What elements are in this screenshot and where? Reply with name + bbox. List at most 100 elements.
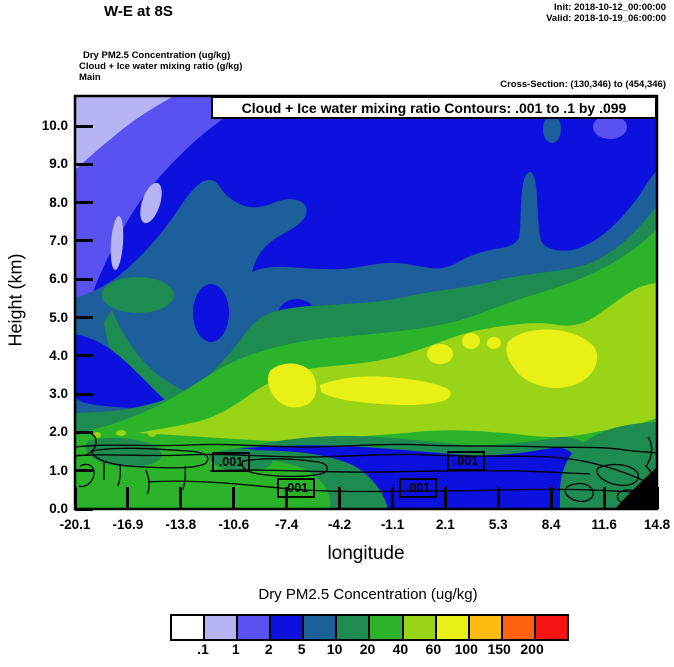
colorbar-cell [436, 616, 470, 639]
fill-seagreen-dome [102, 277, 174, 313]
colorbar-tick-label: 100 [454, 641, 478, 657]
colorbar-cell [469, 616, 503, 639]
init-time: Init: 2018-10-12_00:00:00 [554, 2, 666, 13]
y-axis-tick [75, 430, 93, 434]
contour-inset-title: Cloud + Ice water mixing ratio Contours:… [211, 96, 657, 119]
fill-yg-speck3 [148, 431, 156, 437]
x-axis-tick [338, 487, 342, 509]
colorbar-cell [238, 616, 272, 639]
colorbar-cell [172, 616, 206, 639]
y-tick-label: 8.0 [49, 194, 68, 210]
y-tick-label: 7.0 [49, 232, 68, 248]
colorbar-tick-label: 200 [520, 641, 544, 657]
y-axis-title: Height (km) [5, 253, 26, 347]
fill-yellow-dot2 [487, 337, 501, 349]
x-tick-label: 11.6 [591, 517, 617, 532]
x-axis-tick [496, 487, 500, 509]
y-axis-tick [75, 201, 93, 205]
x-axis-tick [232, 487, 236, 509]
x-tick-label: -13.8 [165, 517, 197, 532]
fill-violet-topleft [75, 96, 258, 324]
contour-label-2: .001 [277, 478, 315, 498]
x-tick-label: -4.2 [327, 517, 352, 532]
y-axis-tick [75, 277, 93, 281]
y-axis-tick [75, 124, 93, 128]
y-tick-label: 6.0 [49, 271, 68, 287]
colorbar-tick-label: 5 [297, 641, 306, 657]
x-axis-tick [73, 487, 77, 509]
y-tick-label: 10.0 [41, 118, 68, 133]
colorbar-tick-label: 150 [487, 641, 511, 657]
x-tick-label: -20.1 [59, 517, 91, 532]
colorbar-cell [502, 616, 536, 639]
fill-blue-pocket1 [193, 284, 229, 342]
y-tick-label: 9.0 [49, 156, 68, 172]
colorbar-cell [304, 616, 338, 639]
x-tick-label: 8.4 [541, 517, 561, 532]
filled-contour-field [75, 96, 657, 509]
fill-lavender-sliver2 [110, 216, 124, 270]
colorbar [170, 614, 569, 641]
x-tick-label: 2.1 [435, 517, 455, 532]
x-axis-title: longitude [327, 543, 405, 564]
cross-section-coords: Cross-Section: (130,346) to (454,346) [500, 79, 666, 90]
contour-label-1: .001 [212, 452, 250, 472]
fill-yellow-dot [462, 333, 480, 349]
y-tick-label: 3.0 [49, 386, 68, 402]
fill-lavender-sliver [140, 182, 162, 224]
y-axis-tick [75, 239, 93, 243]
colorbar-tick-label: 20 [359, 641, 376, 657]
x-tick-label: -10.6 [218, 517, 250, 532]
x-axis-tick [602, 487, 606, 509]
colorbar-cell [370, 616, 404, 639]
y-tick-label: 0.0 [49, 501, 68, 516]
colorbar-cell [403, 616, 437, 639]
fill-teal-spot [543, 115, 561, 143]
colorbar-tick-label: 10 [326, 641, 343, 657]
cloud-ice-contour-lines [75, 431, 657, 508]
contour-label-4: .001 [447, 451, 485, 471]
colorbar-cell [337, 616, 371, 639]
y-axis-tick [75, 507, 93, 511]
x-axis-tick [443, 487, 447, 509]
colorbar-cell [271, 616, 305, 639]
x-axis-tick [655, 487, 659, 509]
field-label-pm25: Dry PM2.5 Concentration (ug/kg) [83, 50, 231, 61]
x-axis-tick [285, 487, 289, 509]
y-tick-label: 2.0 [49, 424, 68, 440]
colorbar-tick-label: 2 [264, 641, 273, 657]
fill-blue-bottom [235, 445, 576, 509]
page-title: W-E at 8S [104, 3, 173, 20]
x-tick-label: 14.8 [643, 517, 671, 532]
x-axis-tick [126, 487, 130, 509]
fill-yellow-blob-left [267, 363, 317, 408]
y-axis-tick [75, 392, 93, 396]
colorbar-cell [535, 616, 567, 639]
x-tick-label: -7.4 [274, 517, 299, 532]
x-tick-label: -1.1 [380, 517, 405, 532]
fill-teal-main [75, 170, 657, 413]
y-tick-label: 1.0 [49, 462, 68, 478]
fill-yg-speck2 [116, 430, 126, 436]
terrain-wedge [615, 467, 657, 509]
contour-label-3: .001 [399, 478, 437, 498]
x-tick-label: -16.9 [112, 517, 144, 532]
fill-seagreen-band [75, 206, 657, 434]
fill-yellow-blob-right [506, 329, 598, 388]
colorbar-tick-label: .1 [197, 641, 209, 657]
valid-time: Valid: 2018-10-19_06:00:00 [546, 13, 666, 24]
colorbar-tick-label: 40 [392, 641, 409, 657]
fill-yellow-dot3 [427, 344, 453, 364]
colorbar-tick-label: 1 [231, 641, 240, 657]
fill-lavender-corner [75, 96, 174, 170]
colorbar-tick-label: 60 [425, 641, 442, 657]
x-axis-tick [549, 487, 553, 509]
y-axis-tick [75, 162, 93, 166]
y-tick-label: 4.0 [49, 347, 68, 363]
y-tick-label: 5.0 [49, 309, 68, 325]
fill-yellow-blob-mid [320, 376, 451, 405]
fill-violet-topright [593, 115, 627, 139]
colorbar-title: Dry PM2.5 Concentration (ug/kg) [258, 586, 478, 603]
